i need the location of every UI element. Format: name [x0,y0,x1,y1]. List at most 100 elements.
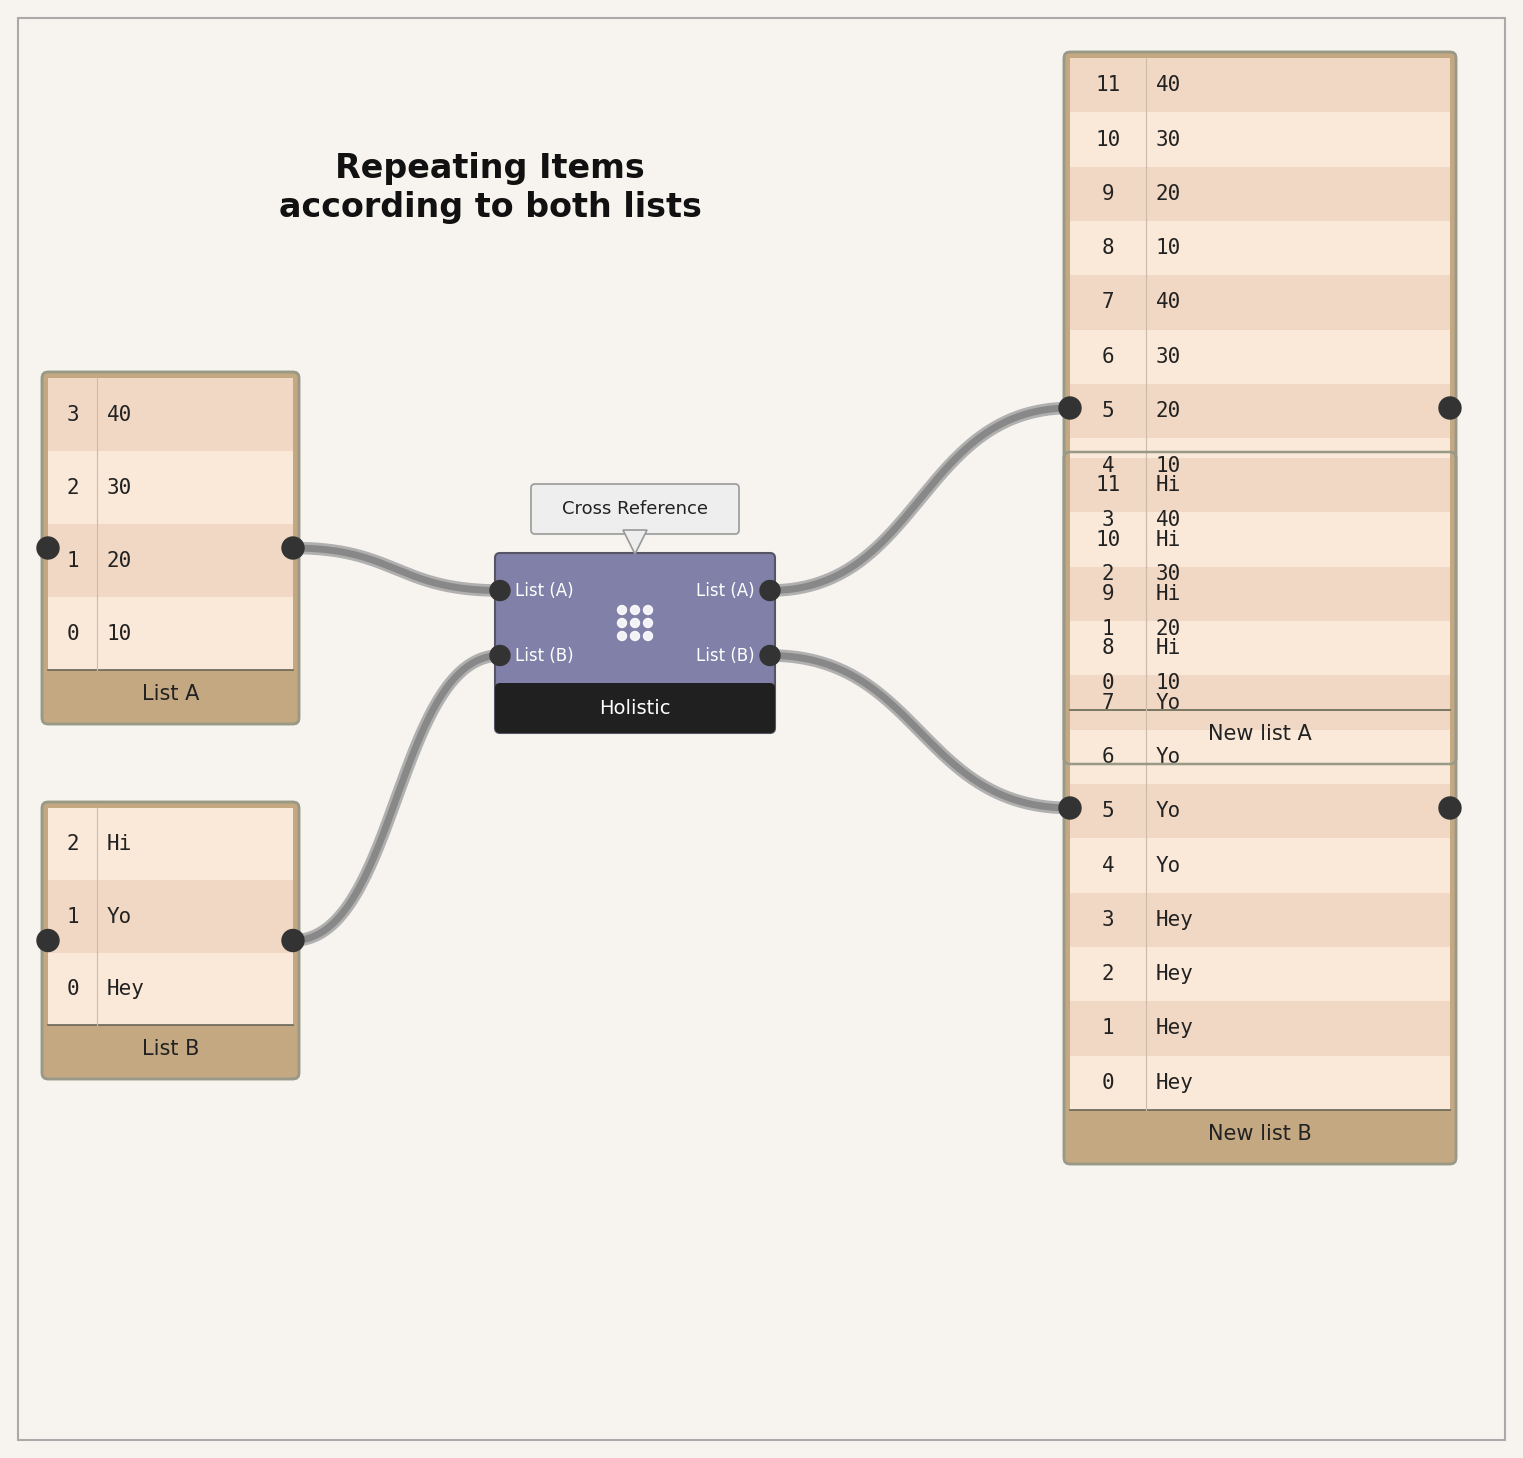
Text: 8: 8 [1101,639,1115,658]
Text: 10: 10 [1095,130,1121,150]
Text: List B: List B [142,1040,200,1059]
Text: 1: 1 [1101,618,1115,639]
Text: 0: 0 [1101,672,1115,693]
Text: New list B: New list B [1208,1124,1311,1145]
Text: Hey: Hey [1156,1019,1194,1038]
Circle shape [644,631,652,640]
Text: Hey: Hey [1156,1073,1194,1094]
FancyBboxPatch shape [1071,458,1450,512]
Text: 5: 5 [1101,401,1115,421]
FancyBboxPatch shape [43,372,299,725]
FancyBboxPatch shape [1071,166,1450,222]
FancyBboxPatch shape [1071,222,1450,276]
Text: 4: 4 [1101,455,1115,475]
FancyBboxPatch shape [43,802,299,1079]
Text: List (A): List (A) [515,582,574,599]
Text: 3: 3 [1101,510,1115,529]
FancyBboxPatch shape [1071,1002,1450,1056]
FancyBboxPatch shape [1071,439,1450,493]
Circle shape [37,930,59,952]
FancyBboxPatch shape [49,808,292,1025]
Text: New list A: New list A [1208,725,1311,744]
FancyBboxPatch shape [1071,838,1450,892]
FancyBboxPatch shape [1071,458,1450,1110]
FancyBboxPatch shape [1065,52,1456,764]
Text: 3: 3 [65,404,79,424]
Text: 40: 40 [107,404,133,424]
Text: 2: 2 [1101,964,1115,984]
Text: Hey: Hey [1156,964,1194,984]
Circle shape [37,537,59,558]
Circle shape [490,580,510,601]
FancyBboxPatch shape [1071,1056,1450,1110]
Circle shape [282,930,305,952]
FancyBboxPatch shape [1071,784,1450,838]
Text: Hey: Hey [1156,910,1194,930]
Text: 7: 7 [1101,693,1115,713]
Circle shape [1439,798,1461,819]
Text: 10: 10 [1095,529,1121,550]
FancyBboxPatch shape [49,596,292,671]
Text: Hi: Hi [1156,639,1182,658]
FancyBboxPatch shape [49,378,292,671]
Text: Hi: Hi [1156,529,1182,550]
Text: Hi: Hi [1156,475,1182,496]
Text: 4: 4 [1101,856,1115,875]
Text: List (B): List (B) [696,646,755,665]
FancyBboxPatch shape [1071,383,1450,439]
Text: 40: 40 [1156,293,1182,312]
Text: 40: 40 [1156,510,1182,529]
Text: Cross Reference: Cross Reference [562,500,708,518]
Circle shape [1439,397,1461,418]
Circle shape [631,631,640,640]
FancyBboxPatch shape [49,523,292,596]
FancyBboxPatch shape [1071,58,1450,112]
FancyBboxPatch shape [1071,675,1450,729]
Text: 11: 11 [1095,475,1121,496]
Text: Yo: Yo [1156,800,1182,821]
Circle shape [631,618,640,627]
Text: 2: 2 [1101,564,1115,585]
Text: 20: 20 [107,551,133,570]
FancyBboxPatch shape [1071,547,1450,601]
Circle shape [1058,798,1081,819]
Polygon shape [623,531,647,554]
FancyBboxPatch shape [1071,601,1450,656]
Circle shape [617,605,626,614]
FancyBboxPatch shape [49,808,292,881]
Circle shape [282,537,305,558]
Circle shape [760,580,780,601]
Text: 9: 9 [1101,583,1115,604]
Text: 2: 2 [65,834,79,854]
FancyBboxPatch shape [1071,330,1450,383]
Text: Hi: Hi [1156,583,1182,604]
Text: 40: 40 [1156,76,1182,95]
Circle shape [617,631,626,640]
FancyBboxPatch shape [495,682,775,733]
Text: 30: 30 [1156,564,1182,585]
Text: 10: 10 [1156,238,1182,258]
Circle shape [1058,397,1081,418]
FancyBboxPatch shape [1071,58,1450,710]
FancyBboxPatch shape [500,688,771,717]
Text: 1: 1 [65,907,79,926]
Text: 30: 30 [1156,347,1182,367]
Circle shape [644,618,652,627]
Text: 6: 6 [1101,746,1115,767]
FancyBboxPatch shape [1071,512,1450,567]
Circle shape [631,605,640,614]
Text: 10: 10 [107,624,133,643]
Circle shape [760,646,780,665]
Text: 20: 20 [1156,184,1182,204]
Text: List (A): List (A) [696,582,755,599]
Text: Hi: Hi [107,834,133,854]
Circle shape [490,646,510,665]
Text: Yo: Yo [1156,746,1182,767]
FancyBboxPatch shape [1065,452,1456,1163]
Text: Hey: Hey [107,978,145,999]
Text: 2: 2 [65,478,79,497]
FancyBboxPatch shape [18,17,1505,1441]
FancyBboxPatch shape [1071,656,1450,710]
Text: List A: List A [142,684,200,704]
FancyBboxPatch shape [1071,892,1450,948]
